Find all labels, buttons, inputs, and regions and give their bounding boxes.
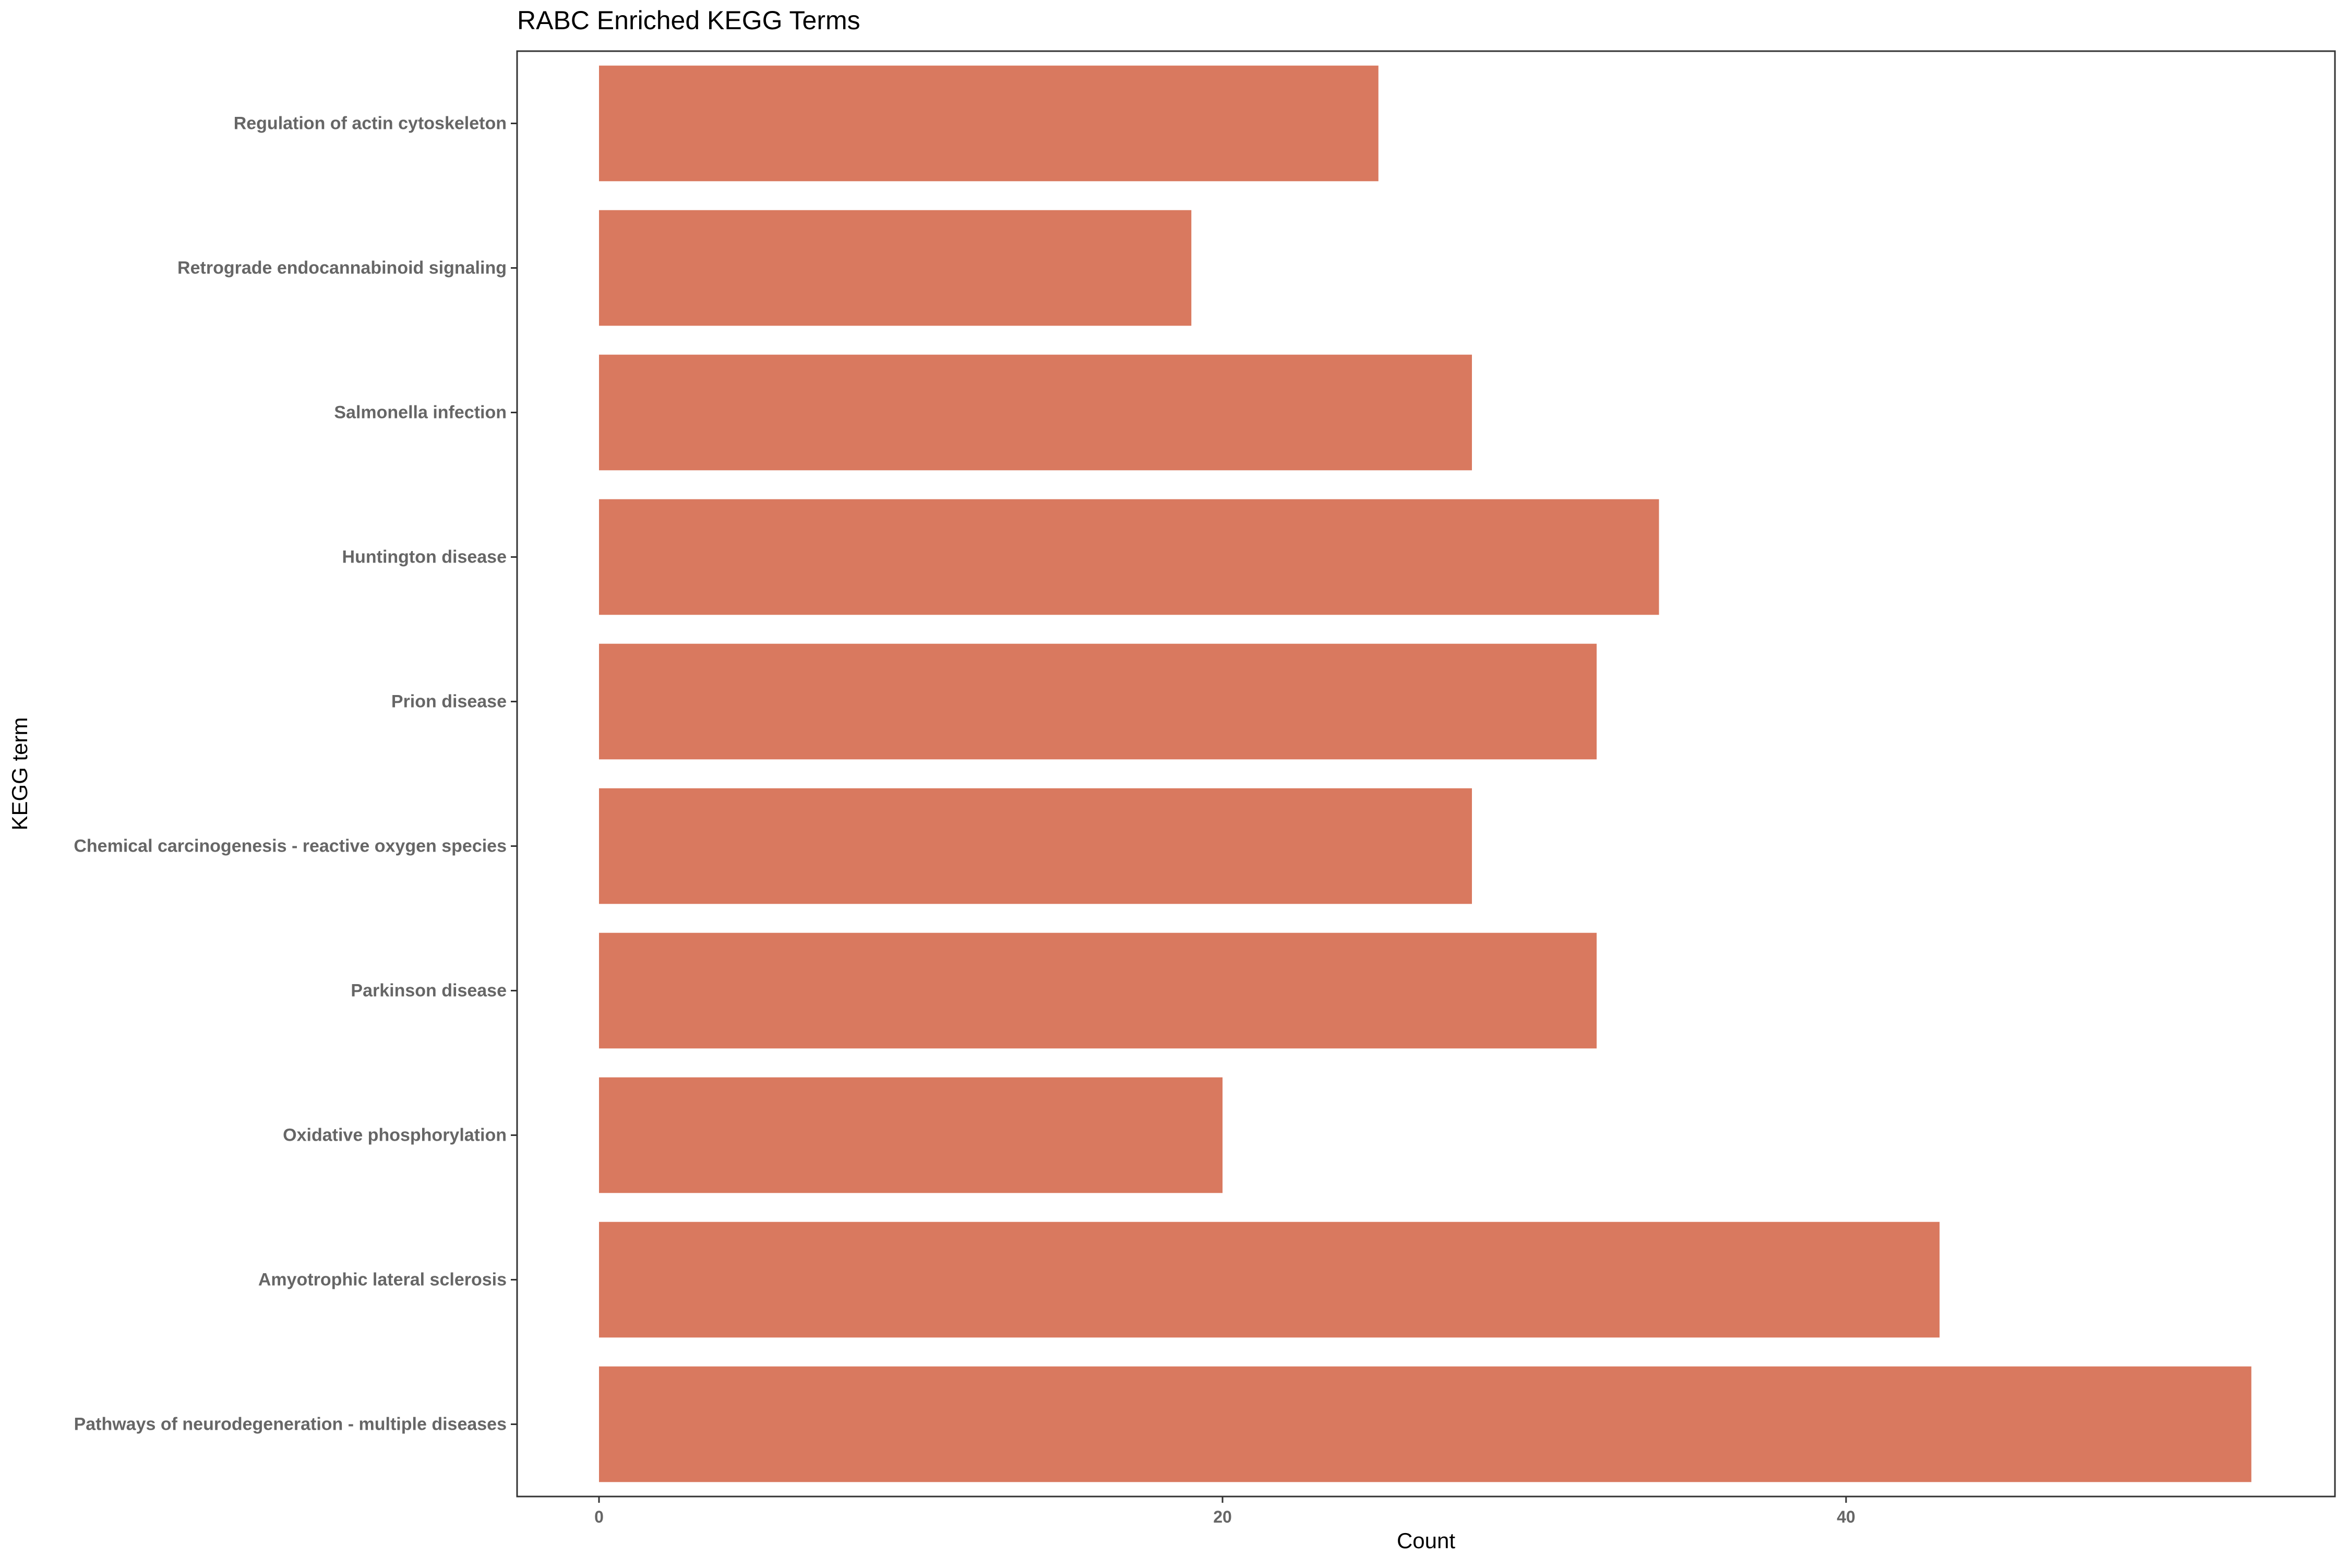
y-axis: Regulation of actin cytoskeleton Retrogra… xyxy=(74,114,517,1434)
bar xyxy=(599,1366,2251,1482)
x-tick-label: 20 xyxy=(1213,1507,1232,1526)
bars-layer xyxy=(599,65,2251,1482)
y-tick-label: Oxidative phosphorylation xyxy=(283,1126,507,1145)
x-axis-title: Count xyxy=(1397,1528,1455,1553)
x-tick-label: 0 xyxy=(594,1507,604,1526)
chart-title: RABC Enriched KEGG Terms xyxy=(517,6,860,35)
y-tick-label: Amyotrophic lateral sclerosis xyxy=(258,1270,507,1290)
y-tick-label: Regulation of actin cytoskeleton xyxy=(234,114,507,134)
x-tick-label: 40 xyxy=(1837,1507,1855,1526)
bar xyxy=(599,932,1597,1049)
y-tick-label: Huntington disease xyxy=(342,547,507,567)
y-tick-label: Chemical carcinogenesis - reactive oxyge… xyxy=(74,836,507,856)
y-tick-label: Parkinson disease xyxy=(351,981,507,1001)
bar xyxy=(599,65,1379,182)
bar xyxy=(599,1222,1940,1338)
plot-panel xyxy=(516,50,2336,1498)
bar xyxy=(599,354,1472,471)
y-tick-label: Salmonella infection xyxy=(334,403,507,423)
bar xyxy=(599,210,1192,326)
y-tick-label: Pathways of neurodegeneration - multiple… xyxy=(74,1415,507,1434)
bar xyxy=(599,499,1659,615)
x-axis: 0 20 40 xyxy=(594,1497,1855,1526)
bar xyxy=(599,643,1597,760)
y-tick-label: Prion disease xyxy=(391,692,507,712)
bar xyxy=(599,1077,1223,1193)
y-axis-title: KEGG term xyxy=(7,717,32,830)
bar xyxy=(599,788,1472,904)
y-tick-label: Retrograde endocannabinoid signaling xyxy=(177,258,507,278)
